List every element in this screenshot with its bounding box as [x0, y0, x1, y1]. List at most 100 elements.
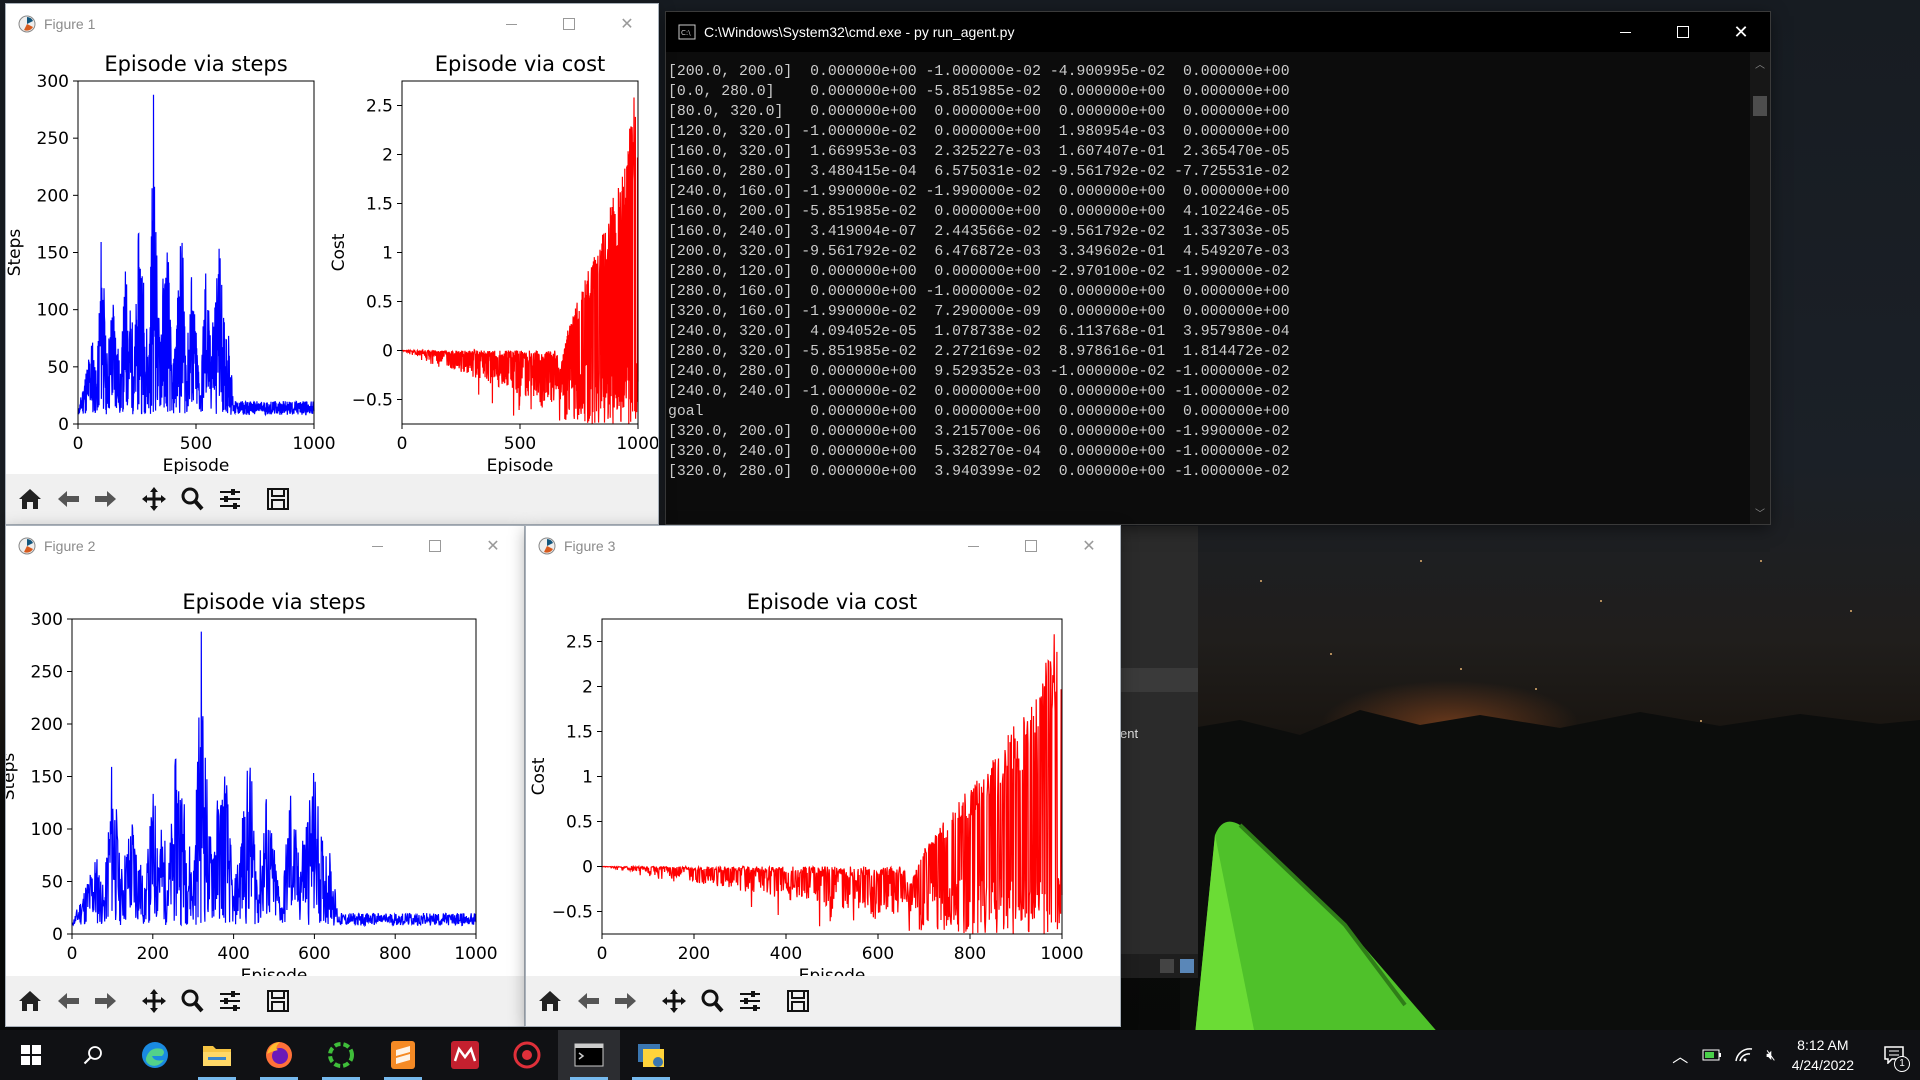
figure3-toolbar	[526, 976, 1120, 1026]
y-tick-label: 1	[582, 768, 593, 788]
taskbar-firefox[interactable]	[248, 1030, 310, 1080]
cmd-output-line: [320.0, 200.0] 0.000000e+00 3.215700e-06…	[668, 424, 1290, 440]
x-tick-label: 600	[298, 944, 330, 964]
figure2-canvas[interactable]: 0 50 100 150 200 250 300 0 200 400 600 800 1000 Episo…	[6, 566, 524, 976]
home-icon	[19, 991, 41, 1011]
cmd-output[interactable]: [200.0, 200.0] 0.000000e+00 -1.000000e-0…	[666, 52, 1750, 524]
back-arrow-button[interactable]	[570, 983, 606, 1019]
close-button[interactable]: ✕	[598, 4, 656, 44]
star	[1760, 560, 1762, 562]
taskbar-mendeley[interactable]	[434, 1030, 496, 1080]
taskbar-python[interactable]	[620, 1030, 682, 1080]
zoom-button[interactable]	[694, 983, 730, 1019]
figure1-titlebar[interactable]: Figure 1 ✕	[6, 4, 658, 44]
minimize-button[interactable]	[348, 526, 406, 566]
maximize-button[interactable]	[406, 526, 464, 566]
home-icon	[19, 489, 41, 509]
pan-button[interactable]	[656, 983, 692, 1019]
view-icon[interactable]	[1160, 959, 1174, 973]
taskbar-cmd[interactable]	[558, 1030, 620, 1080]
pan-button[interactable]	[136, 481, 172, 517]
chevron-up-icon[interactable]: ︿	[1672, 1049, 1689, 1066]
save-button[interactable]	[780, 983, 816, 1019]
forward-arrow-button[interactable]	[88, 983, 124, 1019]
maximize-button[interactable]	[540, 4, 598, 44]
home-button[interactable]	[532, 983, 568, 1019]
maximize-icon	[1677, 26, 1689, 38]
figure3-canvas[interactable]: −0.5 0 0.5 1 1.5 2 2.5 0 200 400 600 800 1000 Episode…	[526, 566, 1120, 976]
y-tick-label: −0.5	[552, 903, 593, 923]
figure1-title: Figure 1	[44, 16, 96, 32]
zoom-button[interactable]	[174, 983, 210, 1019]
start-button[interactable]	[0, 1030, 62, 1080]
back-arrow-icon	[58, 491, 79, 507]
taskbar-spinner-app[interactable]	[310, 1030, 372, 1080]
home-button[interactable]	[12, 481, 48, 517]
settings-sliders-button[interactable]	[212, 983, 248, 1019]
figure3-titlebar[interactable]: Figure 3 ✕	[526, 526, 1120, 566]
cmd-scrollbar[interactable]: ︿ ﹀	[1750, 52, 1770, 524]
taskbar-edge[interactable]	[124, 1030, 186, 1080]
layout-icon[interactable]	[1180, 959, 1194, 973]
minimize-button[interactable]	[944, 526, 1002, 566]
system-tray: ︿ 🔇︎ 8:12 AM 4/24/2022 1	[1672, 1030, 1920, 1080]
maximize-button[interactable]	[1002, 526, 1060, 566]
y-tick-label: 1.5	[366, 195, 393, 215]
minimize-button[interactable]	[1596, 12, 1654, 52]
x-tick-label: 0	[597, 944, 608, 964]
notification-count-badge: 1	[1894, 1056, 1910, 1072]
settings-sliders-button[interactable]	[732, 983, 768, 1019]
scroll-down-icon[interactable]: ﹀	[1755, 509, 1765, 520]
cmd-output-line: [0.0, 280.0] 0.000000e+00 -5.851985e-02 …	[668, 84, 1290, 100]
y-tick-label: 300	[31, 610, 63, 630]
volume-muted-icon[interactable]: 🔇︎	[1766, 1046, 1776, 1064]
scrollbar-thumb[interactable]	[1753, 96, 1767, 116]
settings-sliders-button[interactable]	[212, 481, 248, 517]
zoom-button[interactable]	[174, 481, 210, 517]
taskbar-sublime-text[interactable]	[372, 1030, 434, 1080]
taskbar-file-explorer[interactable]	[186, 1030, 248, 1080]
clock[interactable]: 8:12 AM 4/24/2022	[1792, 1035, 1854, 1075]
search-button[interactable]	[62, 1030, 124, 1080]
settings-sliders-icon	[740, 991, 760, 1011]
cmd-output-line: [80.0, 320.0] 0.000000e+00 0.000000e+00 …	[668, 104, 1290, 120]
chart-title: Episode via steps	[104, 52, 287, 76]
x-tick-label: 1000	[1040, 944, 1083, 964]
maximize-button[interactable]	[1654, 12, 1712, 52]
back-arrow-button[interactable]	[50, 983, 86, 1019]
windows-icon	[21, 1045, 41, 1065]
figure3-plot: −0.5 0 0.5 1 1.5 2 2.5 0 200 400 600 800 1000 Episode…	[529, 590, 1084, 976]
minimize-button[interactable]	[482, 4, 540, 44]
forward-arrow-button[interactable]	[88, 481, 124, 517]
figure2-titlebar[interactable]: Figure 2 ✕	[6, 526, 524, 566]
close-button[interactable]: ✕	[1060, 526, 1118, 566]
home-button[interactable]	[12, 983, 48, 1019]
y-tick-label: 2	[582, 678, 593, 698]
back-arrow-button[interactable]	[50, 481, 86, 517]
wifi-icon[interactable]	[1734, 1047, 1754, 1063]
clock-time: 8:12 AM	[1797, 1037, 1849, 1053]
y-tick-label: −0.5	[352, 391, 393, 411]
x-tick-label: 1000	[616, 434, 658, 454]
firefox-icon	[266, 1042, 292, 1068]
cmd-titlebar[interactable]: C:\ C:\Windows\System32\cmd.exe - py run…	[666, 12, 1770, 52]
scroll-up-icon[interactable]: ︿	[1755, 60, 1765, 71]
save-button[interactable]	[260, 481, 296, 517]
y-tick-label: 0	[58, 415, 69, 435]
pan-icon	[142, 487, 166, 511]
close-button[interactable]: ✕	[464, 526, 522, 566]
notification-button[interactable]: 1	[1874, 1030, 1914, 1080]
pan-button[interactable]	[136, 983, 172, 1019]
cmd-icon: C:\	[678, 24, 696, 40]
close-button[interactable]: ✕	[1712, 12, 1770, 52]
forward-arrow-button[interactable]	[608, 983, 644, 1019]
battery-icon[interactable]	[1702, 1047, 1722, 1063]
figure2-window: Figure 2 ✕ 0 50 100 150 200 250 300 0 200 400 600 8…	[6, 526, 524, 1026]
y-tick-label: 300	[37, 72, 69, 92]
taskbar-security-app[interactable]	[496, 1030, 558, 1080]
cmd-output-line: [160.0, 320.0] 1.669953e-03 2.325227e-03…	[668, 144, 1290, 160]
save-button[interactable]	[260, 983, 296, 1019]
figure1-canvas[interactable]: 0 50 100 150 200 250 300 0 500 1000 Episode via st…	[5, 44, 660, 476]
y-tick-label: 200	[37, 186, 69, 206]
cost-series-line	[602, 634, 1063, 934]
